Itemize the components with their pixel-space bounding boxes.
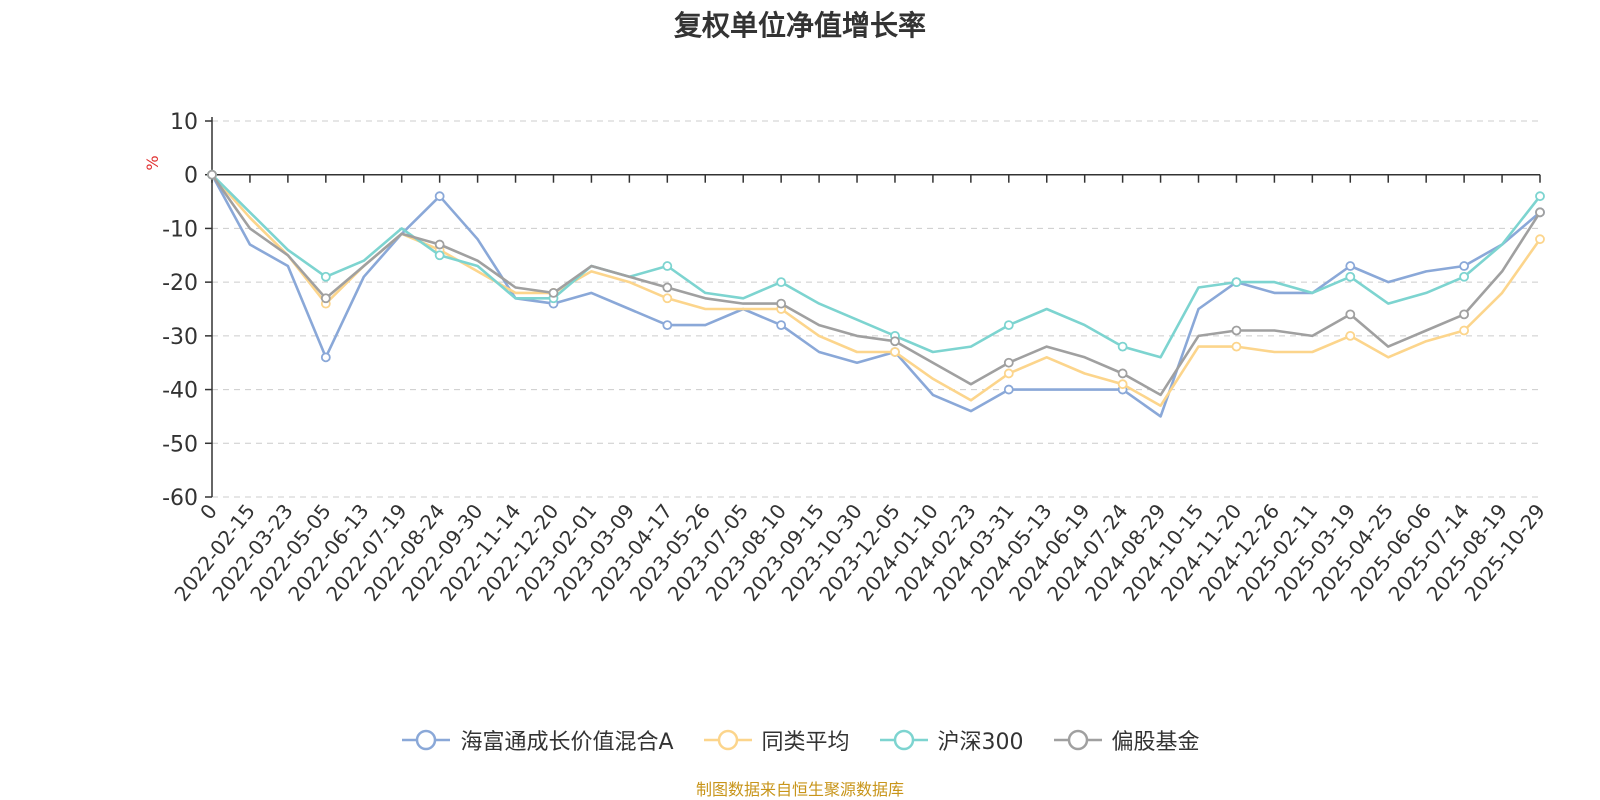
legend-item[interactable]: 海富通成长价值混合A [400,724,674,756]
data-point [1459,325,1470,336]
data-point [1345,271,1356,282]
data-point [1535,207,1545,218]
data-point [662,261,673,271]
data-point [1231,277,1242,288]
data-point [890,347,900,357]
data-point [207,169,217,180]
data-point [434,191,445,202]
legend-line-circle-icon [1053,729,1102,751]
data-point [1535,234,1545,245]
y-tick-label: -60 [162,486,198,511]
data-point [320,293,331,304]
legend-item[interactable]: 沪深300 [878,724,1024,756]
y-tick-label: -10 [162,217,198,242]
data-point [434,239,445,250]
data-point [1459,271,1470,282]
legend-line-circle-icon [402,729,451,751]
legend-item[interactable]: 同类平均 [702,724,850,756]
data-point [662,282,673,293]
data-point [662,293,673,304]
chart-title: 复权单位净值增长率 [673,9,926,42]
data-point [1003,384,1014,395]
data-point [320,271,331,282]
data-point [1003,357,1014,368]
data-point [1117,379,1128,390]
data-point [1231,325,1242,336]
y-tick-label: -30 [162,325,198,350]
y-axis-unit: % [143,155,162,170]
series-line [211,173,1542,408]
data-point [1345,330,1356,341]
data-point [1117,341,1128,352]
data-point [1117,368,1128,379]
data-source-note: 制图数据来自恒生聚源数据库 [695,780,904,799]
legend-line-circle-icon [879,729,928,751]
series-line [210,174,1541,418]
y-tick-label: 10 [170,110,198,135]
legend-line-circle-icon [703,729,752,751]
data-point [320,352,331,363]
legend-label: 同类平均 [761,730,850,755]
data-point [776,298,787,309]
data-point [1345,261,1356,271]
data-point [890,336,900,347]
chart-legend: 海富通成长价值混合A 同类平均 沪深300 偏股基金 [0,722,1600,758]
legend-label: 沪深300 [937,730,1024,755]
legend-item[interactable]: 偏股基金 [1052,724,1200,756]
series-line [210,173,1542,397]
data-point [1345,309,1356,320]
data-point [776,277,787,288]
data-point [548,287,559,298]
data-point [662,320,673,331]
data-point [776,320,787,331]
y-tick-label: -40 [162,379,198,404]
data-point [1231,341,1242,352]
data-point [1459,309,1470,320]
series-line [211,173,1542,359]
y-tick-label: 0 [184,164,198,189]
data-point [1459,261,1470,271]
legend-label: 偏股基金 [1111,730,1200,755]
y-tick-label: -20 [162,271,198,296]
data-point [1003,368,1014,379]
data-point [1003,320,1014,331]
data-point [434,250,445,261]
legend-label: 海富通成长价值混合A [460,730,674,755]
x-tick-label: 0 [195,499,222,524]
data-point [1535,191,1545,202]
y-tick-label: -50 [162,432,198,457]
